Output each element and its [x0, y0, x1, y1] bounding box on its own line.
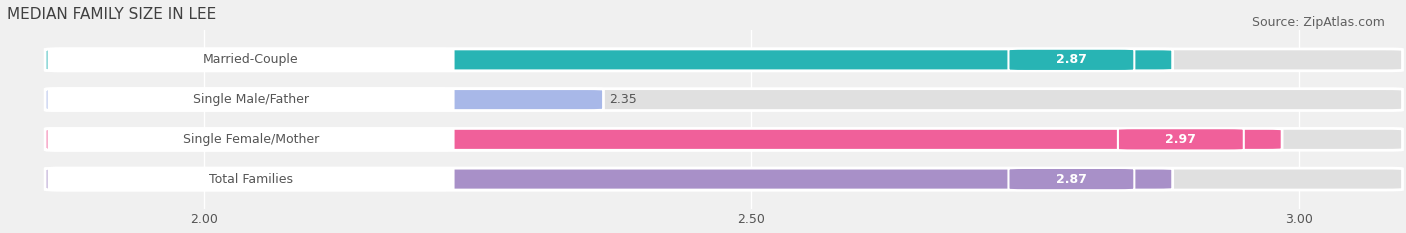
Text: Married-Couple: Married-Couple: [204, 53, 299, 66]
Text: MEDIAN FAMILY SIZE IN LEE: MEDIAN FAMILY SIZE IN LEE: [7, 7, 217, 22]
Text: 2.97: 2.97: [1166, 133, 1197, 146]
FancyBboxPatch shape: [45, 168, 1173, 190]
Text: 2.35: 2.35: [609, 93, 637, 106]
FancyBboxPatch shape: [45, 168, 1403, 190]
Text: 2.87: 2.87: [1056, 173, 1087, 185]
Text: Single Male/Father: Single Male/Father: [193, 93, 309, 106]
FancyBboxPatch shape: [45, 89, 603, 110]
FancyBboxPatch shape: [49, 49, 454, 71]
FancyBboxPatch shape: [45, 49, 1403, 71]
Text: 2.87: 2.87: [1056, 53, 1087, 66]
FancyBboxPatch shape: [49, 168, 454, 190]
FancyBboxPatch shape: [45, 89, 1403, 110]
FancyBboxPatch shape: [1008, 49, 1135, 71]
Text: Total Families: Total Families: [209, 173, 292, 185]
FancyBboxPatch shape: [45, 128, 1403, 150]
Text: Single Female/Mother: Single Female/Mother: [183, 133, 319, 146]
FancyBboxPatch shape: [45, 49, 1173, 71]
FancyBboxPatch shape: [45, 128, 1282, 150]
FancyBboxPatch shape: [1118, 128, 1244, 151]
FancyBboxPatch shape: [1008, 168, 1135, 190]
FancyBboxPatch shape: [49, 128, 454, 151]
Text: Source: ZipAtlas.com: Source: ZipAtlas.com: [1251, 16, 1385, 29]
FancyBboxPatch shape: [49, 89, 454, 111]
